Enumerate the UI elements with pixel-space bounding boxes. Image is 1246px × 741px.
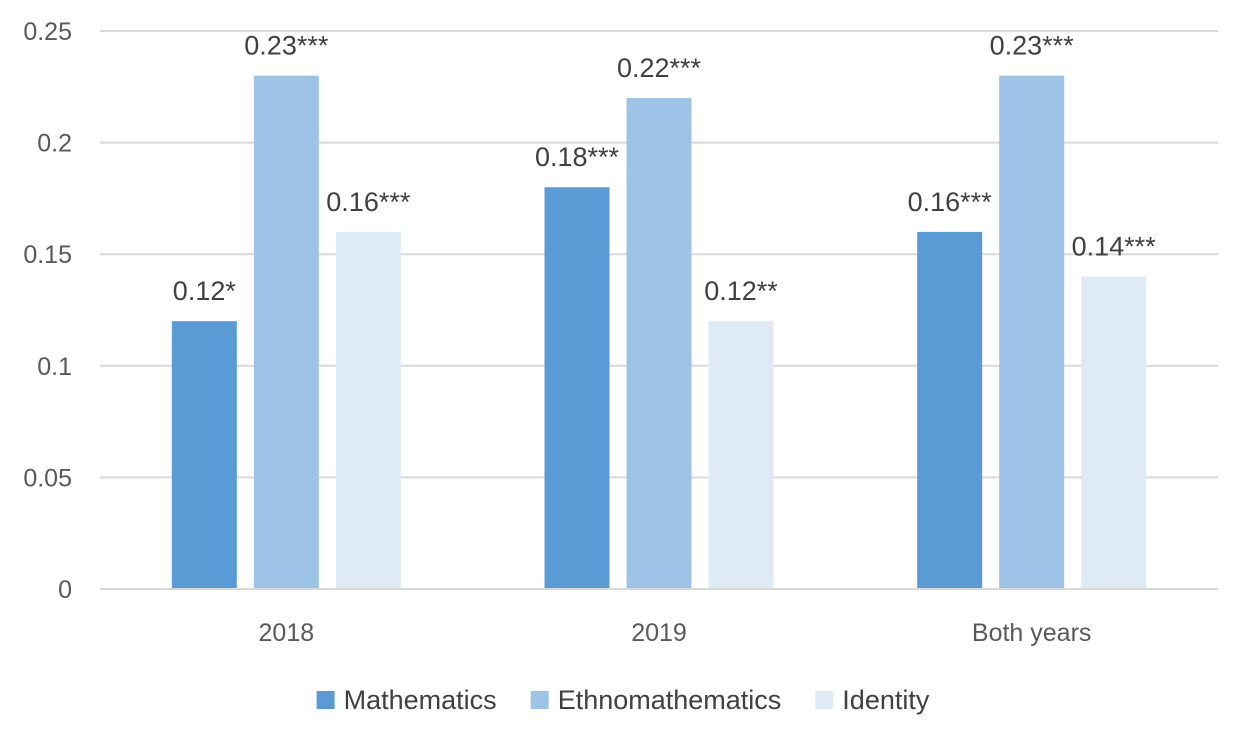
x-tick-label: 2019 (631, 619, 687, 647)
data-label: 0.22*** (617, 53, 702, 83)
x-tick-label: Both years (972, 619, 1092, 647)
y-tick-label: 0.1 (37, 353, 72, 381)
data-label: 0.12* (173, 276, 237, 306)
data-label: 0.23*** (244, 31, 329, 61)
data-label: 0.18*** (535, 142, 620, 172)
bar (544, 187, 610, 590)
y-tick-label: 0.25 (23, 18, 72, 46)
data-label: 0.12** (704, 276, 778, 306)
bar (253, 75, 319, 589)
legend-label: Ethnomathematics (558, 685, 782, 715)
bar (1081, 276, 1147, 589)
legend-swatch (530, 691, 549, 709)
y-tick-label: 0.15 (23, 241, 72, 269)
legend-label: Identity (842, 685, 930, 715)
legend-swatch (316, 691, 335, 709)
data-label: 0.16*** (908, 187, 993, 217)
legend-label: Mathematics (344, 685, 497, 715)
y-tick-label: 0 (58, 576, 72, 604)
y-tick-label: 0.05 (23, 464, 72, 492)
bar (335, 231, 401, 589)
data-label: 0.23*** (990, 31, 1075, 61)
y-tick-label: 0.2 (37, 130, 72, 158)
bar (999, 75, 1065, 589)
bar (917, 231, 983, 589)
bar (171, 321, 237, 589)
legend-swatch (815, 691, 834, 709)
bar (708, 321, 774, 589)
bar (626, 97, 692, 590)
x-tick-label: 2018 (259, 619, 315, 647)
data-label: 0.14*** (1072, 232, 1157, 262)
data-label: 0.16*** (326, 187, 411, 217)
